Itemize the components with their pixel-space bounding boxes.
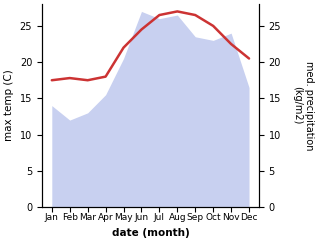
X-axis label: date (month): date (month) [112,228,189,238]
Y-axis label: max temp (C): max temp (C) [4,70,14,142]
Y-axis label: med. precipitation
(kg/m2): med. precipitation (kg/m2) [292,61,314,150]
